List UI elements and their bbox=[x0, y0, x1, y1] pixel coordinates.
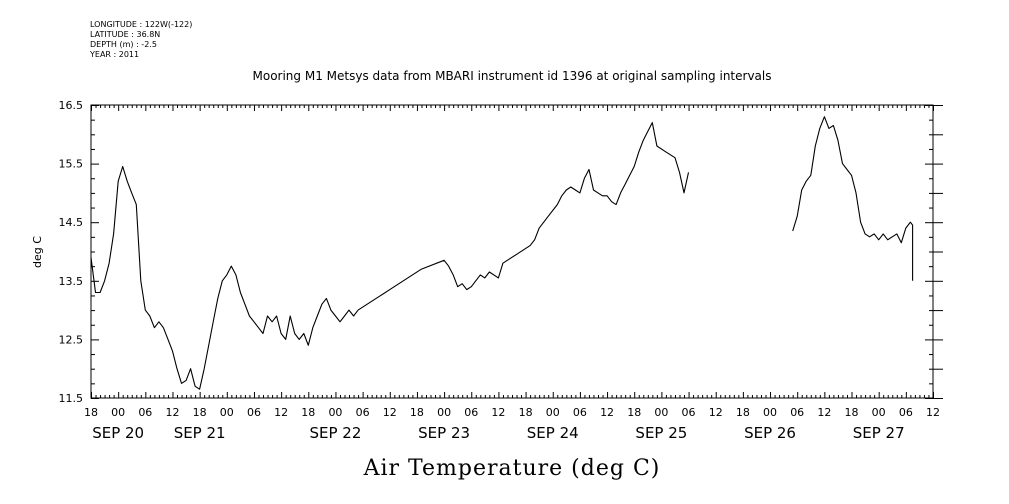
plot-frame bbox=[90, 104, 934, 399]
x-tick-label: 06 bbox=[247, 406, 261, 419]
x-tick-label: 12 bbox=[926, 406, 940, 419]
x-tick-label: 12 bbox=[817, 406, 831, 419]
x-tick-label: 00 bbox=[220, 406, 234, 419]
x-tick-label: 18 bbox=[736, 406, 750, 419]
x-day-label: SEP 23 bbox=[418, 424, 470, 442]
x-day-label: SEP 26 bbox=[744, 424, 796, 442]
x-tick-label: 00 bbox=[654, 406, 668, 419]
x-tick-label: 00 bbox=[872, 406, 886, 419]
axis-ticks bbox=[91, 105, 943, 399]
x-day-label: SEP 27 bbox=[853, 424, 905, 442]
data-series bbox=[90, 116, 914, 390]
series-line-3 bbox=[792, 116, 914, 281]
x-tick-label: 18 bbox=[84, 406, 98, 419]
series-line-2 bbox=[357, 122, 690, 311]
x-tick-label: 06 bbox=[573, 406, 587, 419]
x-tick-label: 06 bbox=[899, 406, 913, 419]
x-tick-label: 00 bbox=[111, 406, 125, 419]
x-tick-label: 00 bbox=[546, 406, 560, 419]
y-tick-label: 15.5 bbox=[59, 158, 84, 171]
latitude-label: LATITUDE : 36.8N bbox=[90, 30, 161, 39]
x-day-labels: SEP 20 SEP 21 SEP 22 SEP 23 SEP 24 SEP 25 SEP … bbox=[92, 424, 904, 442]
x-tick-label: 06 bbox=[138, 406, 152, 419]
x-day-label: SEP 20 bbox=[92, 424, 144, 442]
x-tick-label: 18 bbox=[627, 406, 641, 419]
x-tick-label: 00 bbox=[328, 406, 342, 419]
metadata-block: LONGITUDE : 122W(-122) LATITUDE : 36.8N … bbox=[90, 20, 192, 60]
x-day-label: SEP 24 bbox=[527, 424, 579, 442]
y-tick-label: 13.5 bbox=[59, 275, 84, 288]
x-tick-label: 18 bbox=[410, 406, 424, 419]
x-tick-label: 12 bbox=[383, 406, 397, 419]
x-day-label: SEP 21 bbox=[174, 424, 226, 442]
x-day-label: SEP 22 bbox=[309, 424, 361, 442]
y-tick-label: 14.5 bbox=[59, 216, 84, 229]
x-tick-labels: 18 00 06 12 18 00 06 12 18 00 06 12 18 00 06 12 18 00 06 12… bbox=[84, 406, 940, 419]
x-tick-label: 12 bbox=[491, 406, 505, 419]
y-axis-label: deg C bbox=[31, 236, 44, 268]
x-tick-label: 12 bbox=[274, 406, 288, 419]
series-line-1 bbox=[90, 165, 359, 390]
y-tick-labels: 11.5 12.5 13.5 14.5 15.5 16.5 bbox=[59, 99, 84, 405]
x-tick-label: 06 bbox=[464, 406, 478, 419]
x-tick-label: 00 bbox=[437, 406, 451, 419]
x-axis-label: Air Temperature (deg C) bbox=[363, 456, 661, 481]
x-tick-label: 18 bbox=[519, 406, 533, 419]
x-day-label: SEP 25 bbox=[635, 424, 687, 442]
x-tick-label: 12 bbox=[600, 406, 614, 419]
x-tick-label: 06 bbox=[790, 406, 804, 419]
y-tick-label: 11.5 bbox=[59, 392, 84, 405]
x-tick-label: 18 bbox=[845, 406, 859, 419]
depth-label: DEPTH (m) : -2.5 bbox=[90, 40, 157, 49]
x-tick-label: 06 bbox=[356, 406, 370, 419]
y-tick-label: 12.5 bbox=[59, 333, 84, 346]
chart-title: Mooring M1 Metsys data from MBARI instru… bbox=[253, 69, 772, 83]
x-tick-label: 12 bbox=[709, 406, 723, 419]
x-tick-label: 06 bbox=[682, 406, 696, 419]
plot-axes bbox=[90, 104, 934, 399]
y-tick-label: 16.5 bbox=[59, 99, 84, 112]
year-label: YEAR : 2011 bbox=[90, 50, 140, 59]
x-tick-label: 18 bbox=[193, 406, 207, 419]
x-tick-label: 00 bbox=[763, 406, 777, 419]
longitude-label: LONGITUDE : 122W(-122) bbox=[90, 20, 193, 29]
x-tick-label: 12 bbox=[165, 406, 179, 419]
x-tick-label: 18 bbox=[301, 406, 315, 419]
